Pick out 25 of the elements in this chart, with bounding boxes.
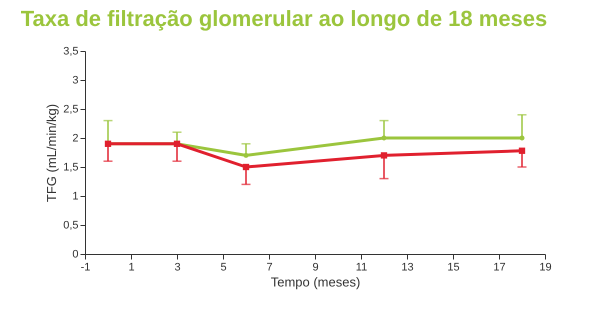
point bbox=[242, 164, 250, 170]
x-tick-label: 17 bbox=[493, 262, 506, 274]
y-tick-label: 3 bbox=[72, 74, 78, 86]
y-tick-label: 0 bbox=[72, 248, 78, 260]
chart-title: Taxa de filtração glomerular ao longo de 18 meses bbox=[20, 6, 548, 31]
y-tick-label: 3,5 bbox=[63, 46, 78, 58]
x-tick-label: 19 bbox=[539, 262, 552, 274]
y-tick-label: 1 bbox=[72, 190, 78, 202]
point bbox=[518, 148, 526, 154]
y-axis-title: TFG (mL/min/kg) bbox=[44, 104, 60, 202]
x-tick-label: 3 bbox=[174, 262, 181, 274]
x-tick-label: 13 bbox=[401, 262, 414, 274]
x-axis-title: Tempo (meses) bbox=[270, 274, 360, 290]
point bbox=[380, 152, 388, 159]
y-tick-label: 0,5 bbox=[63, 220, 78, 232]
y-tick-label: 2,5 bbox=[63, 104, 78, 116]
y-tick-label: 2 bbox=[72, 132, 78, 144]
x-tick-label: 1 bbox=[128, 262, 135, 274]
x-tick-label: 11 bbox=[356, 262, 368, 274]
x-tick-label: 15 bbox=[447, 262, 460, 274]
x-tick-label: 9 bbox=[312, 262, 319, 274]
x-tick-label: -1 bbox=[80, 262, 90, 274]
x-tick-label: 5 bbox=[220, 262, 227, 274]
y-tick-label: 1,5 bbox=[63, 162, 78, 174]
x-tick-label: 7 bbox=[266, 262, 273, 274]
